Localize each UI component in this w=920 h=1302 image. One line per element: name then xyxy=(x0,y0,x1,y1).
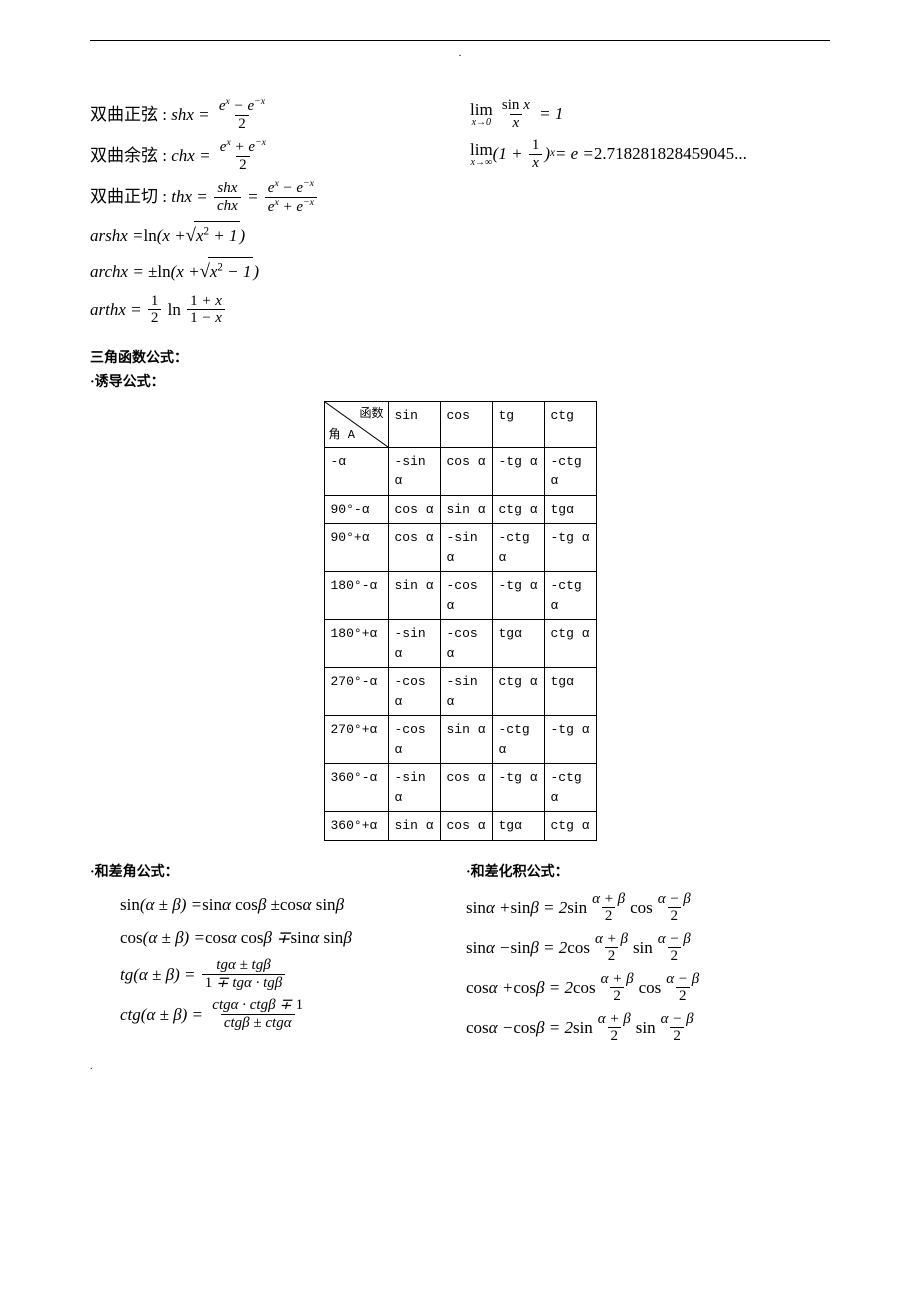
value-cell: -cos α xyxy=(440,572,492,620)
table-row: 270°-α-cos α-sin αctg αtgα xyxy=(324,668,596,716)
value-cell: -tg α xyxy=(492,572,544,620)
value-cell: -tg α xyxy=(492,764,544,812)
page-mark: . xyxy=(90,47,830,61)
value-cell: -sin α xyxy=(388,447,440,495)
fn-header: tg xyxy=(492,401,544,447)
limit-e-definition: lim x→∞ (1 + 1 x )x = e = 2.718281828459… xyxy=(470,137,830,171)
sum-diff-column: ·和差角公式： sin(α ± β) = sinα cosβ ± cosα si… xyxy=(90,861,454,1051)
sin-minus-sin: sinα − sinβ = 2cos α + β2 sin α − β2 xyxy=(466,931,830,965)
sum-to-product-column: ·和差化积公式： sinα + sinβ = 2sin α + β2 cos α… xyxy=(466,861,830,1051)
value-cell: -cos α xyxy=(440,620,492,668)
table-row: 360°+αsin αcos αtgαctg α xyxy=(324,812,596,841)
value-cell: cos α xyxy=(388,495,440,524)
cos-minus-cos: cosα − cosβ = 2sin α + β2 sin α − β2 xyxy=(466,1011,830,1045)
table-row: 90°+αcos α-sin α-ctg α-tg α xyxy=(324,524,596,572)
angle-cell: 270°-α xyxy=(324,668,388,716)
limits-column: lim x→0 sin x x = 1 lim x→∞ (1 + 1 x )x … xyxy=(470,97,830,333)
fn-header: sin xyxy=(388,401,440,447)
angle-cell: 360°-α xyxy=(324,764,388,812)
value-cell: cos α xyxy=(440,764,492,812)
arch-definition: archx = ±ln(x + x2 − 1) xyxy=(90,257,450,287)
value-cell: cos α xyxy=(440,812,492,841)
cos-sum-diff: cos(α ± β) = cosα cosβ ∓ sinα sinβ xyxy=(120,924,454,951)
value-cell: tgα xyxy=(544,668,596,716)
sin-sum-diff: sin(α ± β) = sinα cosβ ± cosα sinβ xyxy=(120,891,454,918)
angle-cell: 180°+α xyxy=(324,620,388,668)
value-cell: ctg α xyxy=(544,812,596,841)
table-row: 360°-α-sin αcos α-tg α-ctg α xyxy=(324,764,596,812)
heading-sum-diff: ·和差角公式： xyxy=(90,861,454,881)
fn-header: cos xyxy=(440,401,492,447)
value-cell: -sin α xyxy=(440,668,492,716)
table-row: -α-sin αcos α-tg α-ctg α xyxy=(324,447,596,495)
value-cell: sin α xyxy=(440,716,492,764)
value-cell: cos α xyxy=(388,524,440,572)
value-cell: sin α xyxy=(388,572,440,620)
arsh-definition: arshx = ln(x + x2 + 1) xyxy=(90,221,450,251)
diag-top-label: 函数 xyxy=(359,405,383,423)
cos-plus-cos: cosα + cosβ = 2cos α + β2 cos α − β2 xyxy=(466,971,830,1005)
value-cell: ctg α xyxy=(492,495,544,524)
ctg-sum-diff: ctg(α ± β) = ctgα · ctgβ ∓ 1 ctgβ ± ctgα xyxy=(120,997,454,1031)
value-cell: -ctg α xyxy=(544,572,596,620)
hyperbolic-column: 双曲正弦 : shx = ex − e−x 2 双曲余弦 : chx = ex … xyxy=(90,97,450,333)
value-cell: -ctg α xyxy=(544,764,596,812)
value-cell: tgα xyxy=(544,495,596,524)
value-cell: sin α xyxy=(440,495,492,524)
value-cell: -tg α xyxy=(544,524,596,572)
angle-cell: 90°-α xyxy=(324,495,388,524)
sh-definition: 双曲正弦 : shx = ex − e−x 2 xyxy=(90,97,450,132)
induction-table: 函数 角 A sin cos tg ctg -α-sin αcos α-tg α… xyxy=(324,401,597,841)
value-cell: -cos α xyxy=(388,668,440,716)
value-cell: ctg α xyxy=(544,620,596,668)
heading-trig: 三角函数公式： xyxy=(90,347,830,367)
fn-header: ctg xyxy=(544,401,596,447)
th-definition: 双曲正切 : thx = shx chx = ex − e−x ex + e−x xyxy=(90,179,450,215)
value-cell: tgα xyxy=(492,620,544,668)
heading-sum-to-product: ·和差化积公式： xyxy=(466,861,830,881)
value-cell: -sin α xyxy=(388,764,440,812)
angle-cell: 90°+α xyxy=(324,524,388,572)
table-row: 90°-αcos αsin αctg αtgα xyxy=(324,495,596,524)
value-cell: cos α xyxy=(440,447,492,495)
lower-two-column: ·和差角公式： sin(α ± β) = sinα cosβ ± cosα si… xyxy=(90,861,830,1051)
value-cell: -sin α xyxy=(388,620,440,668)
value-cell: -cos α xyxy=(388,716,440,764)
value-cell: -sin α xyxy=(440,524,492,572)
table-row: 180°-αsin α-cos α-tg α-ctg α xyxy=(324,572,596,620)
diag-header: 函数 角 A xyxy=(324,401,388,447)
th-label: 双曲正切 : xyxy=(90,183,167,210)
limit-sinx-over-x: lim x→0 sin x x = 1 xyxy=(470,97,830,131)
value-cell: -tg α xyxy=(544,716,596,764)
tg-sum-diff: tg(α ± β) = tgα ± tgβ 1 ∓ tgα · tgβ xyxy=(120,957,454,991)
angle-cell: 360°+α xyxy=(324,812,388,841)
angle-cell: 180°-α xyxy=(324,572,388,620)
value-cell: -tg α xyxy=(492,447,544,495)
value-cell: tgα xyxy=(492,812,544,841)
angle-cell: -α xyxy=(324,447,388,495)
arth-definition: arthx = 1 2 ln 1 + x 1 − x xyxy=(90,293,450,327)
value-cell: sin α xyxy=(388,812,440,841)
induction-table-wrap: 函数 角 A sin cos tg ctg -α-sin αcos α-tg α… xyxy=(90,401,830,841)
sin-plus-sin: sinα + sinβ = 2sin α + β2 cos α − β2 xyxy=(466,891,830,925)
footer-dot: . xyxy=(90,1061,830,1072)
sh-label: 双曲正弦 : xyxy=(90,101,167,128)
ch-label: 双曲余弦 : xyxy=(90,142,167,169)
table-row: 180°+α-sin α-cos αtgαctg α xyxy=(324,620,596,668)
angle-cell: 270°+α xyxy=(324,716,388,764)
table-header-row: 函数 角 A sin cos tg ctg xyxy=(324,401,596,447)
top-rule xyxy=(90,40,830,41)
ch-definition: 双曲余弦 : chx = ex + e−x 2 xyxy=(90,138,450,173)
e-value: 2.718281828459045... xyxy=(594,140,747,167)
heading-induction: ·诱导公式： xyxy=(90,371,830,391)
table-row: 270°+α-cos αsin α-ctg α-tg α xyxy=(324,716,596,764)
value-cell: ctg α xyxy=(492,668,544,716)
value-cell: -ctg α xyxy=(492,524,544,572)
value-cell: -ctg α xyxy=(492,716,544,764)
top-two-column: 双曲正弦 : shx = ex − e−x 2 双曲余弦 : chx = ex … xyxy=(90,97,830,333)
diag-bot-label: 角 A xyxy=(329,426,355,444)
value-cell: -ctg α xyxy=(544,447,596,495)
